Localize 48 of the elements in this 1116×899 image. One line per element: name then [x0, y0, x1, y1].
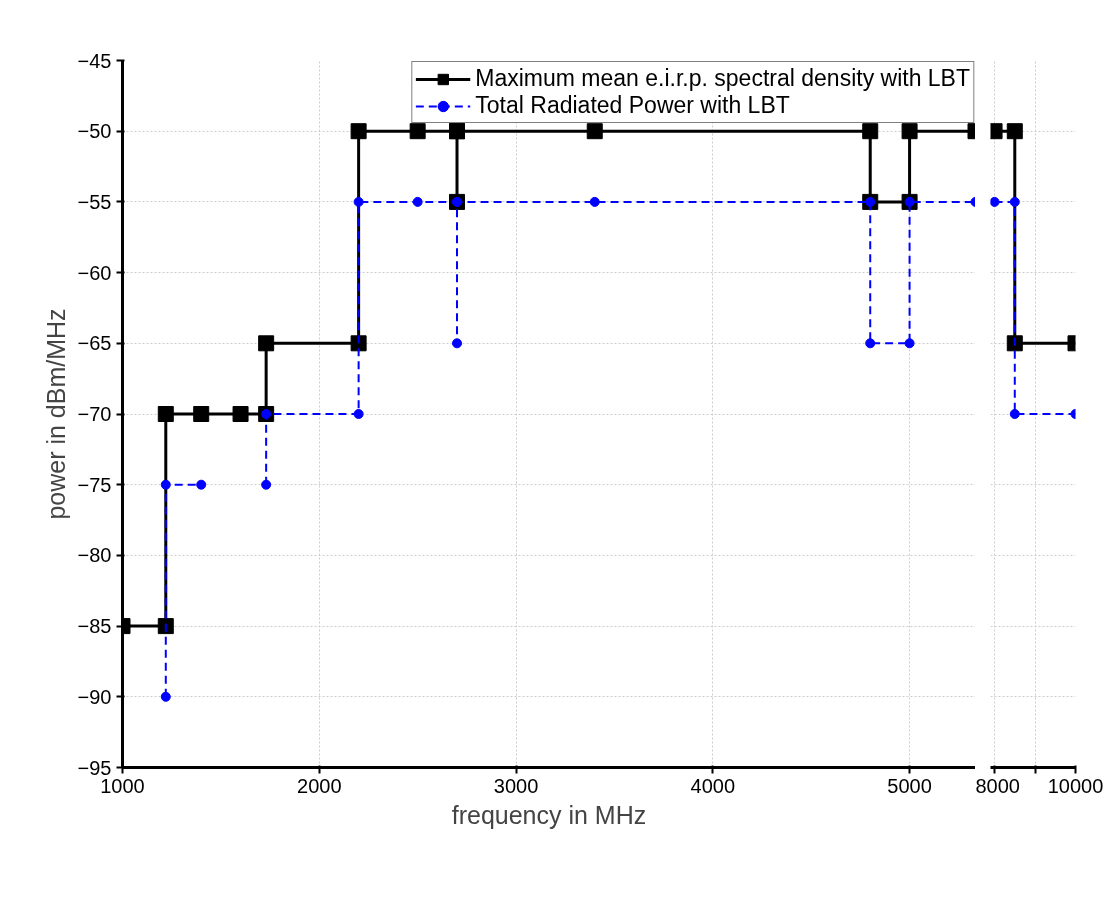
x-tick-label: 2000 [297, 774, 342, 797]
point [258, 335, 275, 352]
y-axis-title: power in dBm/MHz [41, 308, 70, 520]
point [157, 406, 174, 422]
point [350, 335, 367, 352]
y-tick-label: −85 [77, 615, 112, 638]
point [901, 123, 918, 140]
point [353, 196, 364, 207]
point [1009, 196, 1020, 207]
point [586, 123, 603, 140]
point [904, 338, 915, 349]
point [412, 196, 423, 207]
y-tick-label: −60 [77, 261, 112, 284]
y-tick-label: −90 [77, 685, 112, 708]
point [353, 409, 364, 419]
y-tick-label: −80 [77, 544, 112, 567]
point [196, 479, 207, 490]
point [261, 479, 272, 490]
legend-label: Total Radiated Power with LBT [475, 92, 790, 119]
legend-label: Maximum mean e.i.r.p. spectral density with LBT [475, 65, 970, 92]
x-tick-label: 10000 [1047, 774, 1104, 797]
y-tick-label: −50 [77, 120, 112, 143]
point [160, 479, 171, 490]
point [452, 338, 463, 349]
point [1006, 335, 1023, 352]
point [990, 196, 1000, 207]
x-tick-label: 5000 [887, 774, 932, 797]
x-tick-label: 3000 [493, 774, 539, 797]
point [409, 123, 426, 140]
point [589, 196, 600, 207]
point [157, 618, 174, 635]
point [990, 123, 1003, 140]
point [350, 123, 367, 140]
x-tick-label: 4000 [690, 774, 736, 797]
point [160, 691, 171, 702]
point [862, 123, 879, 140]
point [193, 406, 210, 422]
x-axis-title: frequency in MHz [451, 800, 647, 829]
point [232, 406, 249, 422]
point [1006, 123, 1023, 140]
y-tick-label: −55 [77, 190, 112, 213]
y-tick-label: −45 [77, 49, 112, 72]
y-tick-label: −75 [77, 473, 112, 496]
x-tick-label: 8000 [975, 774, 1020, 797]
point [865, 338, 876, 349]
y-tick-label: −70 [77, 403, 112, 425]
y-tick-label: −65 [77, 332, 112, 355]
point [1009, 409, 1020, 419]
